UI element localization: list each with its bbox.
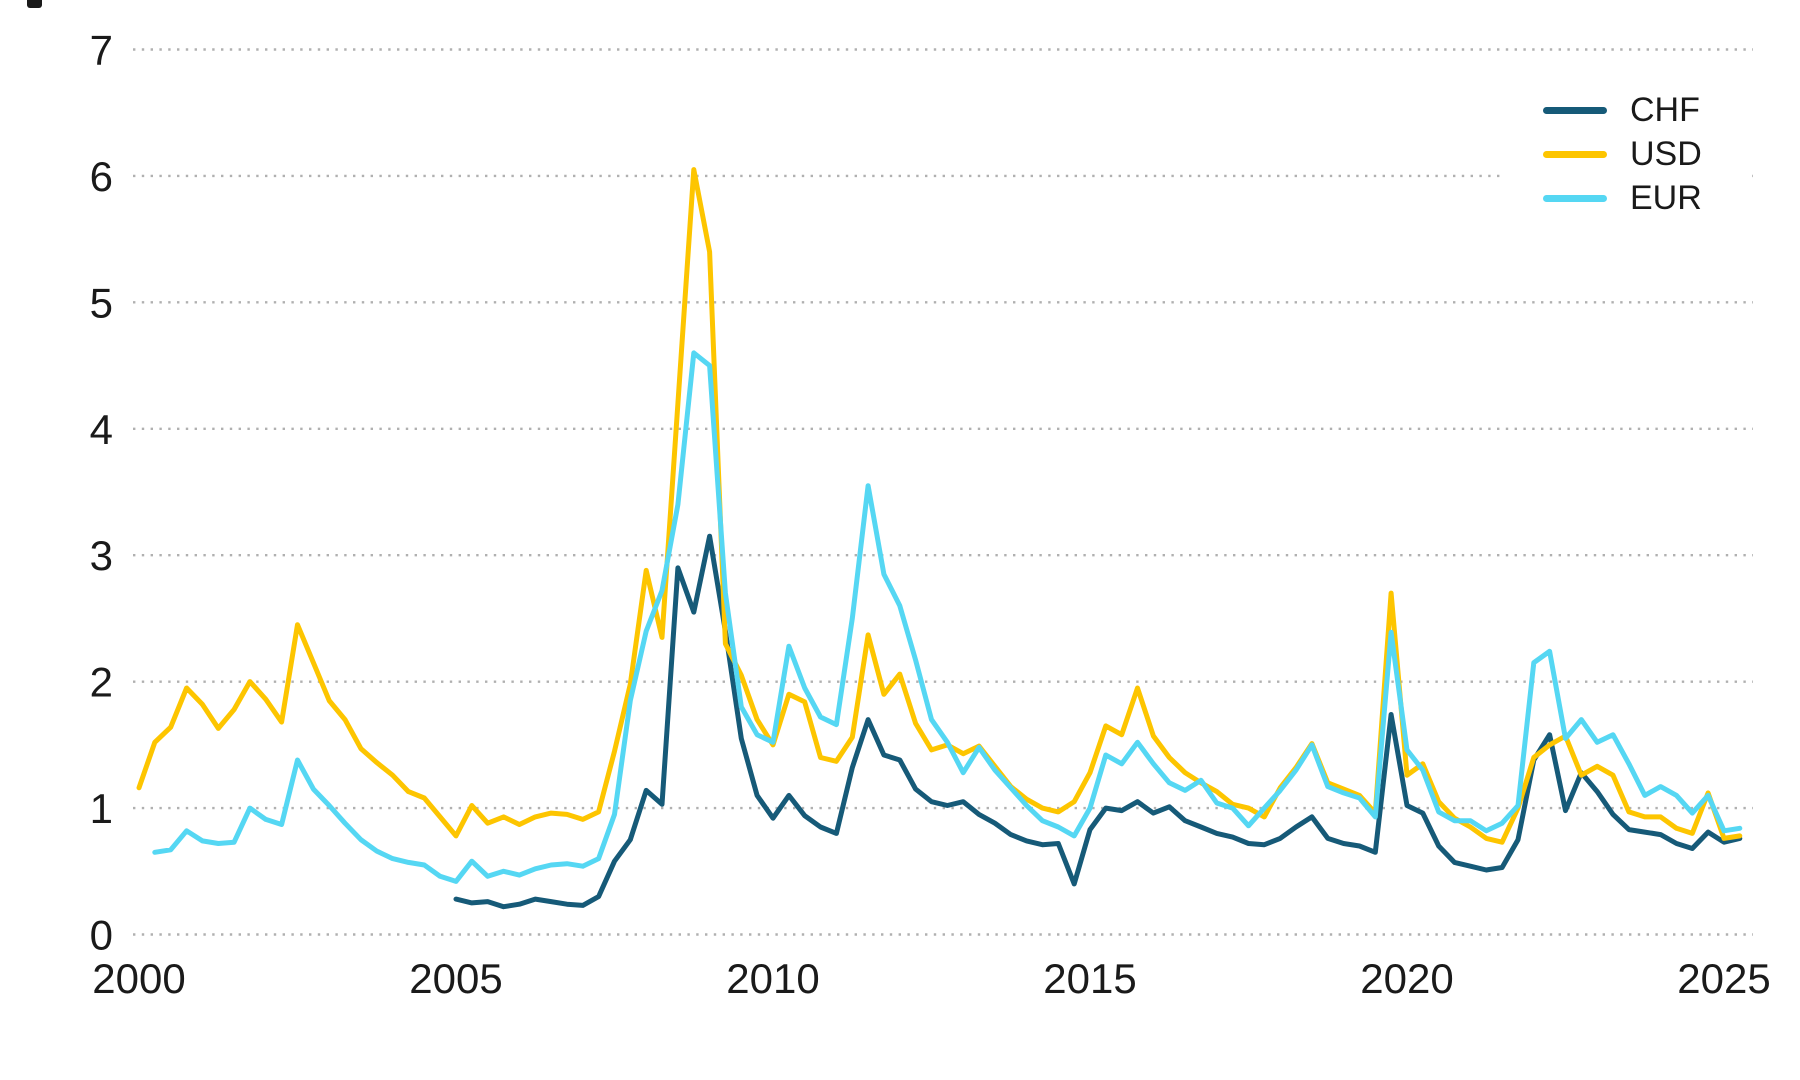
- y-tick-label: 4: [90, 406, 113, 453]
- x-axis-labels: 2000 2005 2010 2015 2020 2025: [92, 955, 1770, 1002]
- screen-corner-artifact: [27, 0, 42, 8]
- y-tick-label: 5: [90, 279, 113, 326]
- x-tick-label: 2010: [726, 955, 819, 1002]
- eur-line-swatch: [1543, 194, 1607, 202]
- usd-line-swatch: [1543, 150, 1607, 158]
- y-tick-label: 3: [90, 532, 113, 579]
- legend: CHF USD EUR: [1500, 88, 1752, 226]
- y-tick-label: 2: [90, 659, 113, 706]
- legend-item-usd: USD: [1500, 132, 1752, 176]
- legend-label-eur: EUR: [1630, 179, 1702, 217]
- chf-line-swatch: [1543, 106, 1607, 114]
- legend-label-chf: CHF: [1630, 91, 1700, 129]
- y-tick-label: 6: [90, 153, 113, 200]
- legend-item-eur: EUR: [1500, 176, 1752, 220]
- legend-item-chf: CHF: [1500, 88, 1752, 132]
- x-tick-label: 2000: [92, 955, 185, 1002]
- y-tick-label: 7: [90, 26, 113, 73]
- x-tick-label: 2020: [1360, 955, 1453, 1002]
- series-line-eur: [152, 350, 1743, 884]
- series-line-chf: [453, 533, 1743, 910]
- series-line-usd: [136, 167, 1743, 845]
- x-tick-label: 2025: [1677, 955, 1770, 1002]
- legend-label-usd: USD: [1630, 135, 1702, 173]
- y-tick-label: 0: [90, 912, 113, 959]
- y-axis-labels: 0 1 2 3 4 5 6 7: [90, 26, 113, 958]
- x-tick-label: 2015: [1043, 955, 1136, 1002]
- series-lines: [136, 167, 1743, 910]
- gridlines: [133, 48, 1753, 936]
- x-tick-label: 2005: [409, 955, 502, 1002]
- y-tick-label: 1: [90, 785, 113, 832]
